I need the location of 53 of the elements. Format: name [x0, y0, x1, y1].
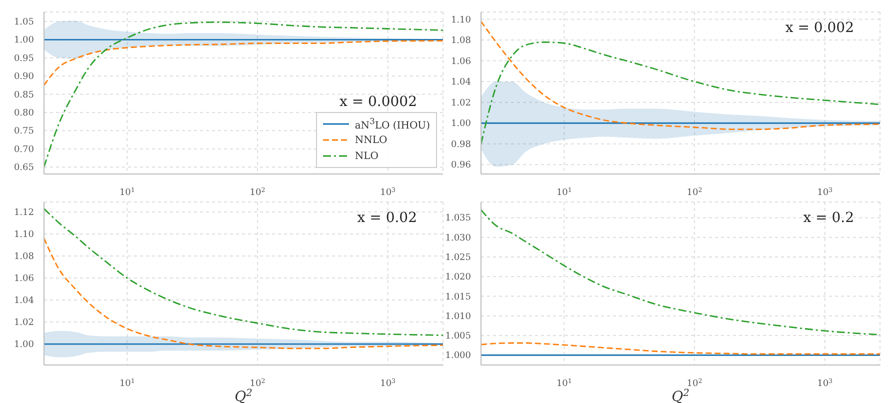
x-tick-label: 10$^{2}$	[250, 378, 266, 389]
y-tick-label: 1.015	[445, 292, 472, 302]
x-axis-title: Q$^{2}$	[672, 388, 690, 403]
x-tick-label: 10$^{3}$	[380, 378, 396, 389]
y-tick-label: 0.75	[14, 126, 34, 137]
y-tick-label: 1.020	[445, 272, 472, 283]
y-tick-label: 1.08	[450, 36, 472, 46]
y-tick-label: 1.000	[445, 351, 472, 362]
y-tick-label: 1.05	[14, 17, 34, 28]
x-tick-label: 10$^{2}$	[250, 186, 266, 198]
y-tick-label: 1.04	[450, 78, 472, 88]
y-tick-label: 1.030	[445, 233, 472, 244]
y-tick-label: 0.96	[450, 160, 472, 171]
y-tick-label: 1.035	[445, 214, 472, 224]
y-tick-label: 0.95	[14, 54, 34, 64]
x-tick-label: 10$^{3}$	[817, 378, 833, 389]
y-tick-label: 0.70	[14, 144, 34, 155]
annotation: x = 0.02	[357, 210, 417, 226]
x-axis-title: Q$^{2}$	[234, 388, 252, 403]
x-tick-label: 10$^{3}$	[817, 186, 833, 198]
y-tick-label: 1.08	[14, 252, 34, 262]
y-tick-label: 1.00	[14, 36, 34, 46]
y-tick-label: 1.00	[14, 340, 34, 350]
y-tick-label: 0.65	[14, 163, 34, 174]
x-tick-label: 10$^{3}$	[380, 186, 396, 198]
y-tick-label: 1.12	[14, 208, 34, 218]
y-tick-label: 1.10	[450, 15, 472, 26]
annotation: x = 0.2	[803, 210, 854, 226]
x-tick-label: 10$^{1}$	[119, 378, 135, 389]
legend-label: NNLO	[354, 134, 388, 146]
y-tick-label: 1.04	[14, 296, 34, 306]
legend-label: aN$^{3}$LO (IHOU)	[354, 116, 430, 132]
y-tick-label: 1.06	[450, 56, 472, 67]
y-tick-label: 1.10	[14, 230, 34, 240]
annotation: x = 0.002	[785, 20, 854, 36]
legend-label: NLO	[354, 150, 378, 162]
annotation: x = 0.0002	[339, 94, 417, 110]
x-tick-label: 10$^{1}$	[556, 186, 572, 198]
y-tick-label: 1.02	[450, 98, 471, 108]
y-tick-label: 0.90	[14, 72, 34, 82]
y-tick-label: 1.06	[14, 274, 34, 284]
y-tick-label: 0.85	[14, 90, 34, 100]
x-tick-label: 10$^{2}$	[686, 186, 702, 198]
x-tick-label: 10$^{1}$	[556, 378, 572, 389]
y-tick-label: 1.02	[14, 318, 34, 328]
y-tick-label: 0.80	[14, 108, 34, 118]
y-tick-label: 0.98	[450, 140, 472, 150]
y-tick-label: 1.005	[445, 332, 472, 342]
x-tick-label: 10$^{2}$	[686, 378, 702, 389]
x-tick-label: 10$^{1}$	[119, 186, 135, 198]
y-tick-label: 1.00	[450, 119, 472, 130]
y-tick-label: 1.025	[445, 252, 472, 263]
y-tick-label: 1.010	[445, 312, 472, 322]
